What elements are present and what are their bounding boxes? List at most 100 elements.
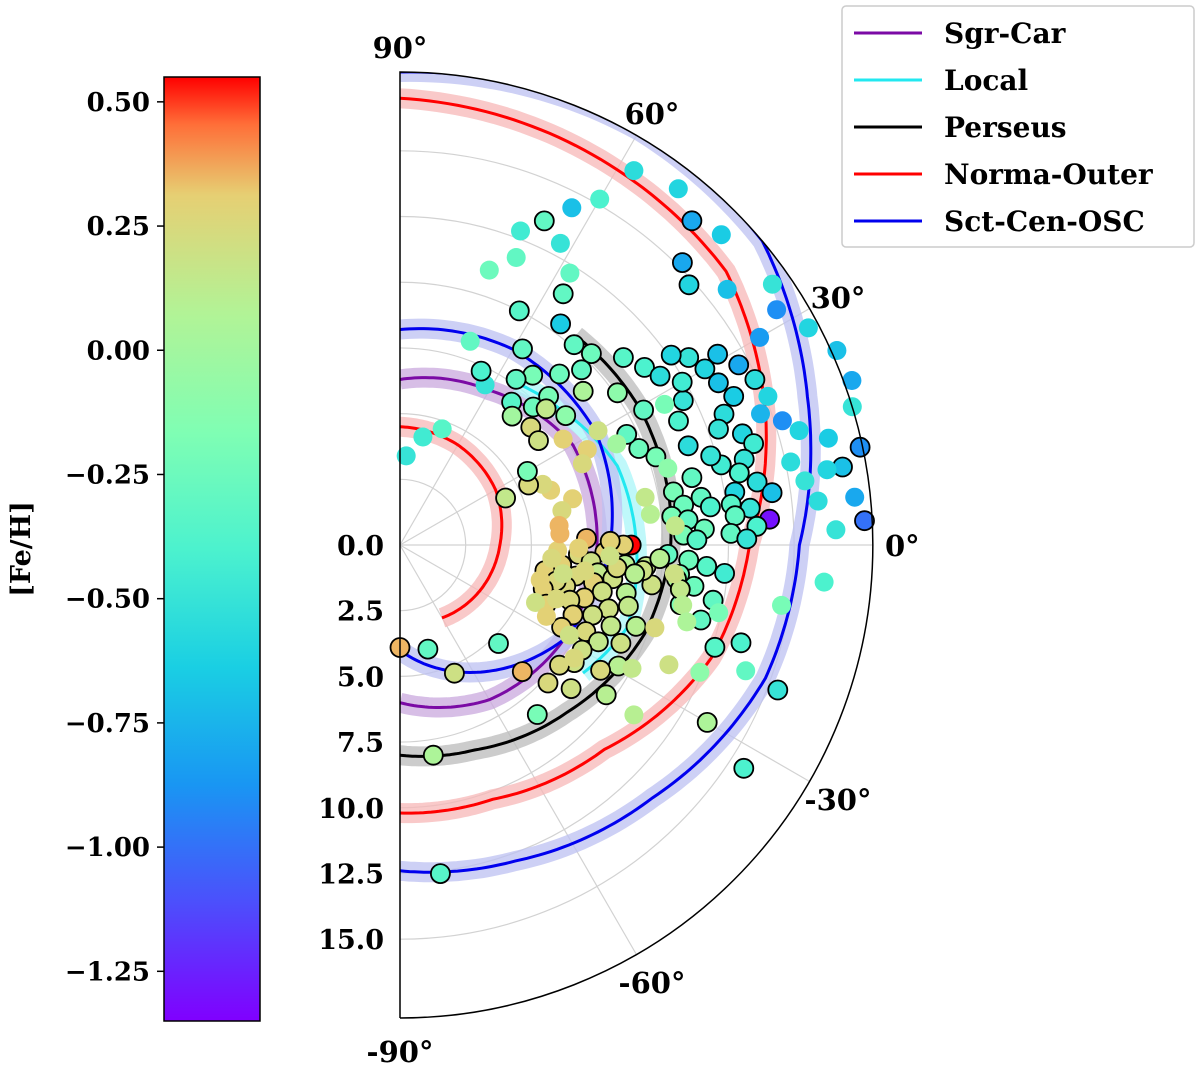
colorbar-tick-label: −1.25 (65, 957, 150, 987)
data-point-outlined (595, 684, 617, 706)
data-point-outlined (744, 369, 766, 390)
data-point-outlined (443, 662, 465, 684)
data-point-outlined (550, 313, 571, 335)
data-point-outlined (700, 445, 722, 467)
data-point-outlined (672, 390, 694, 412)
data-point-outlined (854, 510, 875, 532)
data-point (624, 161, 644, 181)
legend-label: Local (944, 64, 1028, 97)
data-point (772, 595, 791, 615)
data-point-outlined (533, 210, 555, 232)
data-point-outlined (730, 632, 752, 654)
colorbar-tick-label: 0.25 (87, 212, 150, 242)
data-point-outlined (470, 360, 492, 382)
radial-tick-label: 5.0 (337, 662, 384, 693)
radial-tick-label: 10.0 (318, 794, 384, 825)
data-point-outlined (677, 435, 699, 457)
data-point (635, 487, 655, 507)
data-point-outlined (678, 274, 700, 296)
data-point-outlined (761, 482, 783, 504)
data-point (842, 371, 862, 390)
data-point-outlined (708, 418, 729, 440)
data-point (553, 564, 573, 584)
colorbar-label: [Fe/H] (6, 501, 37, 597)
data-point-outlined (723, 385, 745, 407)
radial-tick-label: 0.0 (337, 531, 384, 562)
data-point (789, 421, 809, 441)
data-point-outlined (728, 354, 750, 376)
angular-gridline (399, 544, 638, 955)
data-point (798, 318, 818, 338)
data-point (550, 233, 570, 253)
polar-frame (399, 71, 874, 1019)
data-point (845, 487, 865, 507)
data-point-outlined (555, 405, 577, 427)
data-point-outlined (714, 563, 735, 584)
data-point-outlined (501, 405, 523, 427)
data-point-outlined (511, 661, 533, 682)
data-point-outlined (849, 436, 871, 458)
data-point-outlined (694, 358, 716, 380)
data-point-outlined (613, 347, 634, 368)
data-point (432, 419, 452, 439)
data-point (607, 434, 627, 454)
data-point-outlined (696, 712, 718, 733)
colorbar-tick-label: 0.50 (87, 88, 150, 118)
data-point-outlined (417, 638, 439, 660)
data-point-outlined (708, 372, 729, 394)
data-point-outlined (736, 528, 758, 550)
data-point-outlined (581, 343, 602, 365)
data-point-outlined (600, 615, 622, 637)
data-point-outlined (588, 631, 609, 653)
data-point-outlined (549, 363, 570, 385)
data-point (460, 331, 480, 351)
legend-label: Norma-Outer (944, 158, 1154, 191)
data-point (590, 189, 610, 209)
data-point-outlined (528, 430, 549, 452)
colorbar-tick-label: −0.75 (65, 709, 150, 739)
data-point (552, 501, 572, 521)
data-point (547, 589, 566, 609)
data-point-outlined (618, 595, 639, 617)
radial-tick-labels: 0.0 2.5 5.0 7.5 10.0 12.5 15.0 (318, 531, 384, 956)
data-point (814, 572, 834, 592)
data-point-outlined (628, 438, 650, 459)
data-point (506, 248, 526, 267)
data-point-outlined (571, 359, 592, 381)
data-point-outlined (610, 632, 632, 654)
data-point (781, 452, 801, 472)
data-point-outlined (552, 283, 574, 305)
data-point (717, 279, 737, 299)
data-point (709, 603, 729, 623)
data-point (396, 446, 416, 466)
data-point (736, 661, 756, 681)
data-point (413, 427, 433, 447)
data-point-outlined (429, 863, 451, 884)
data-point-outlined (590, 659, 611, 681)
data-point (569, 538, 589, 558)
arm-line (400, 425, 504, 620)
angle-tick-label: -90° (367, 1035, 434, 1066)
data-point (526, 593, 545, 612)
radial-tick-label: 12.5 (318, 859, 384, 890)
data-point (751, 404, 770, 424)
data-point-outlined (526, 704, 548, 725)
data-point-outlined (672, 252, 693, 274)
data-point-outlined (537, 672, 559, 694)
data-point (673, 595, 693, 615)
legend-label: Sgr-Car (944, 17, 1067, 50)
data-point-outlined (767, 679, 789, 701)
data-point-outlined (746, 471, 768, 493)
data-point-outlined (535, 398, 557, 420)
angle-tick-label: 90° (373, 31, 428, 65)
data-point-outlined (668, 410, 689, 432)
data-point (659, 655, 679, 675)
data-point (640, 504, 660, 524)
colorbar: 0.50 0.25 0.00 −0.25 −0.50 −0.75 −1.00 −1.25 [F… (6, 76, 261, 1022)
data-point-outlined (681, 467, 703, 489)
data-point-outlined (634, 356, 655, 378)
radial-tick-label: 7.5 (337, 728, 384, 759)
angle-tick-label: -60° (619, 966, 686, 1000)
data-point (711, 225, 731, 245)
